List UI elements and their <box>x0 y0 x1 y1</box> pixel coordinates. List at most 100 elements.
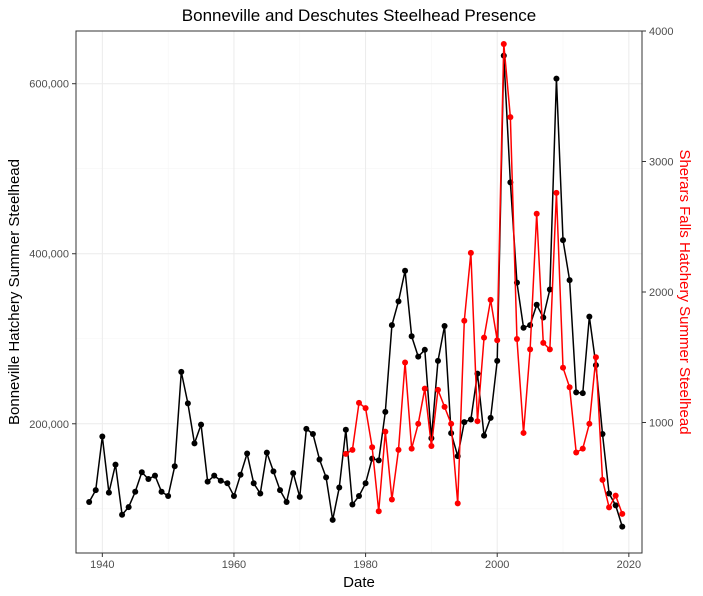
data-point-left <box>382 408 389 415</box>
data-point-left <box>421 346 428 353</box>
series-layer <box>86 41 626 530</box>
data-point-right <box>579 445 586 452</box>
data-point-left <box>408 333 415 340</box>
data-point-left <box>586 313 593 320</box>
data-point-left <box>533 301 540 308</box>
x-tick-label: 1980 <box>353 559 377 571</box>
data-point-left <box>481 432 488 439</box>
data-point-left <box>316 456 323 463</box>
data-point-right <box>349 446 356 453</box>
data-point-right <box>382 428 389 435</box>
data-point-left <box>356 493 362 500</box>
data-point-right <box>586 420 593 427</box>
data-point-left <box>402 267 409 274</box>
data-point-right <box>362 405 369 412</box>
data-point-left <box>112 461 119 468</box>
y-axis-title-right: Sherars Falls Hatchery Summer Steelhead <box>676 149 693 434</box>
data-point-right <box>428 442 435 449</box>
data-point-right <box>612 492 619 499</box>
x-tick-label: 2020 <box>617 559 641 571</box>
data-point-right <box>533 210 540 217</box>
data-point-left <box>191 440 198 447</box>
data-point-right <box>599 476 606 483</box>
data-point-right <box>520 429 527 436</box>
data-point-left <box>441 323 448 330</box>
data-point-right <box>592 354 599 361</box>
data-point-right <box>395 446 402 453</box>
data-point-left <box>599 430 606 437</box>
data-point-left <box>184 400 191 407</box>
data-point-left <box>612 502 619 509</box>
data-point-left <box>375 457 382 464</box>
data-point-left <box>336 484 343 491</box>
data-point-left <box>204 478 211 485</box>
y-tick-label-right: 2000 <box>649 287 673 299</box>
data-point-left <box>546 286 553 293</box>
data-point-right <box>566 384 573 391</box>
data-point-right <box>481 334 488 341</box>
data-point-right <box>553 189 560 196</box>
data-point-right <box>513 335 520 342</box>
chart-title: Bonneville and Deschutes Steelhead Prese… <box>182 6 536 25</box>
data-point-left <box>132 488 139 495</box>
data-point-left <box>296 493 303 500</box>
x-tick-label: 2000 <box>485 559 509 571</box>
data-point-left <box>362 480 369 487</box>
data-point-right <box>606 504 613 511</box>
data-point-right <box>507 114 514 121</box>
data-point-right <box>500 41 507 48</box>
data-point-right <box>342 450 349 457</box>
data-point-right <box>388 496 395 503</box>
data-point-left <box>283 498 290 505</box>
data-point-left <box>263 449 270 456</box>
data-point-left <box>566 277 573 284</box>
data-point-right <box>467 249 474 256</box>
data-point-left <box>303 425 310 432</box>
data-point-left <box>553 75 560 82</box>
data-point-left <box>105 489 112 496</box>
data-point-right <box>461 317 468 324</box>
data-point-left <box>349 501 356 508</box>
data-point-left <box>606 490 613 497</box>
data-point-right <box>494 337 501 344</box>
data-point-right <box>441 403 448 410</box>
y-tick-label-left: 600,000 <box>29 79 69 91</box>
data-point-left <box>579 390 586 397</box>
data-point-left <box>217 477 224 484</box>
data-point-left <box>560 237 567 244</box>
data-point-right <box>356 399 362 406</box>
data-point-left <box>309 430 316 437</box>
data-point-right <box>573 449 580 456</box>
data-point-left <box>323 474 330 481</box>
data-point-right <box>527 346 534 353</box>
data-point-left <box>467 416 474 423</box>
gridlines <box>76 31 642 553</box>
data-point-left <box>494 357 501 364</box>
data-point-right <box>560 364 567 371</box>
data-point-left <box>92 487 99 494</box>
data-point-right <box>375 508 382 515</box>
data-point-left <box>178 368 185 375</box>
data-point-right <box>540 339 547 346</box>
data-point-left <box>395 298 402 305</box>
x-axis-title: Date <box>343 574 375 591</box>
data-point-right <box>487 296 494 303</box>
data-point-left <box>99 433 106 440</box>
data-point-left <box>487 414 494 421</box>
data-point-right <box>474 418 481 425</box>
data-point-right <box>448 420 455 427</box>
y-tick-label-right: 3000 <box>649 157 673 169</box>
data-point-right <box>402 359 409 366</box>
data-point-left <box>125 504 132 511</box>
data-point-left <box>415 353 422 360</box>
data-point-left <box>230 493 237 500</box>
data-point-left <box>171 463 178 470</box>
data-point-right <box>421 385 428 392</box>
data-point-left <box>86 498 93 505</box>
data-point-left <box>145 476 152 483</box>
y-axis-title-left: Bonneville Hatchery Summer Steelhead <box>6 159 23 425</box>
data-point-right <box>546 346 553 353</box>
data-point-right <box>619 510 626 517</box>
y-tick-label-right: 4000 <box>649 26 673 38</box>
